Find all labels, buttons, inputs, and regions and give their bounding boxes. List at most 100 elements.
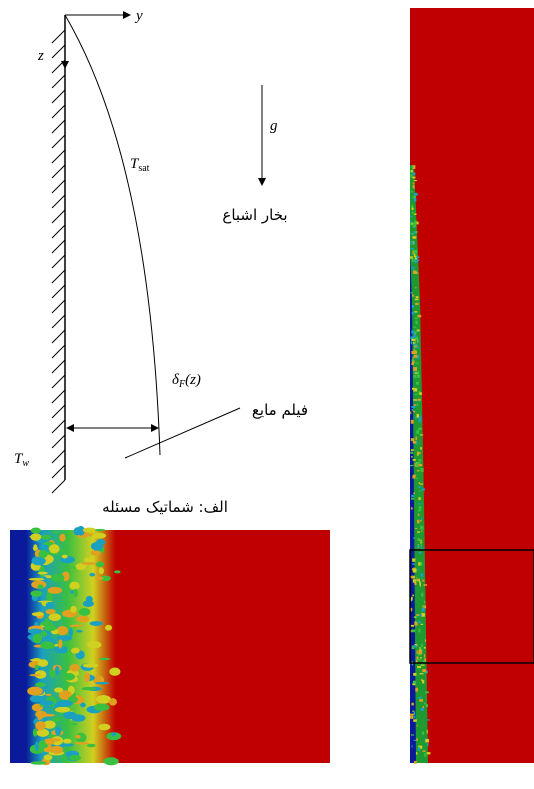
blob <box>39 544 49 550</box>
blob <box>74 742 90 745</box>
blob <box>416 725 419 727</box>
blob <box>419 483 423 485</box>
blob <box>84 556 94 564</box>
blob <box>80 702 86 708</box>
blob <box>411 305 414 309</box>
blob <box>412 226 416 228</box>
blob <box>37 584 44 590</box>
blob <box>420 562 423 566</box>
film-core <box>410 250 416 763</box>
blob <box>410 336 414 340</box>
blob <box>420 678 423 681</box>
blob <box>28 577 45 581</box>
blob <box>413 719 417 722</box>
blob <box>414 616 416 618</box>
blob <box>410 220 412 224</box>
blob <box>415 416 417 420</box>
blob <box>410 174 413 178</box>
blob <box>427 743 429 747</box>
blob <box>414 582 417 585</box>
blob <box>34 670 47 679</box>
blob <box>420 543 422 548</box>
hatch-line <box>51 224 66 239</box>
blob <box>412 558 416 562</box>
blob <box>410 713 414 716</box>
blob <box>412 594 414 597</box>
blob <box>415 350 417 353</box>
blob <box>411 330 415 334</box>
blob <box>423 702 426 705</box>
blob <box>32 633 43 644</box>
blob <box>411 494 415 497</box>
hatch-line <box>51 44 66 59</box>
blob <box>412 680 416 684</box>
blob <box>410 411 412 415</box>
blob <box>63 738 72 744</box>
blob <box>68 754 81 761</box>
blob <box>418 551 422 554</box>
blob <box>58 639 63 649</box>
blob <box>419 581 421 585</box>
hatch-line <box>51 284 66 299</box>
blob <box>412 579 417 583</box>
blob <box>417 374 421 378</box>
blob <box>111 732 116 737</box>
blob <box>410 607 413 611</box>
blob <box>418 482 421 484</box>
blob <box>45 693 52 696</box>
blob <box>412 563 416 565</box>
blob <box>420 525 424 530</box>
blob <box>89 572 96 577</box>
blob <box>410 341 412 345</box>
hatch-line <box>51 134 66 149</box>
blob <box>31 556 46 566</box>
blob <box>76 630 83 633</box>
blob <box>412 459 416 461</box>
leader-line <box>124 407 241 459</box>
blob <box>414 621 417 623</box>
blob <box>49 668 57 678</box>
blob <box>418 490 421 492</box>
blob <box>414 317 418 320</box>
blob <box>69 664 80 672</box>
blob <box>417 503 421 505</box>
blob <box>30 527 41 534</box>
blob <box>413 213 417 215</box>
blob <box>419 434 424 436</box>
blob <box>415 381 419 385</box>
blob <box>420 520 422 522</box>
tsat-label: Tsat <box>130 156 150 174</box>
blob <box>414 336 419 341</box>
blob <box>98 567 104 575</box>
blob <box>58 690 72 700</box>
blob <box>47 586 63 594</box>
blob <box>417 665 422 669</box>
blob <box>424 657 426 662</box>
blob <box>93 703 110 712</box>
blob <box>78 607 91 616</box>
blob <box>29 658 41 662</box>
blob <box>416 614 420 616</box>
blob <box>415 478 418 480</box>
blob <box>27 686 43 696</box>
blob <box>86 640 102 649</box>
blob <box>108 698 117 706</box>
blob <box>410 497 415 500</box>
blob <box>416 577 418 579</box>
blob <box>45 601 55 609</box>
blob <box>412 185 415 189</box>
hatch-line <box>51 179 66 194</box>
blob <box>410 190 413 193</box>
blob <box>82 600 94 607</box>
blob <box>55 706 71 713</box>
blob <box>410 715 414 719</box>
blob <box>412 710 415 712</box>
blob <box>32 728 38 737</box>
field <box>410 8 534 763</box>
blob <box>412 356 414 360</box>
blob <box>44 738 61 742</box>
tw-label: Tw <box>14 451 29 469</box>
blob <box>410 575 414 579</box>
blob <box>415 255 418 260</box>
